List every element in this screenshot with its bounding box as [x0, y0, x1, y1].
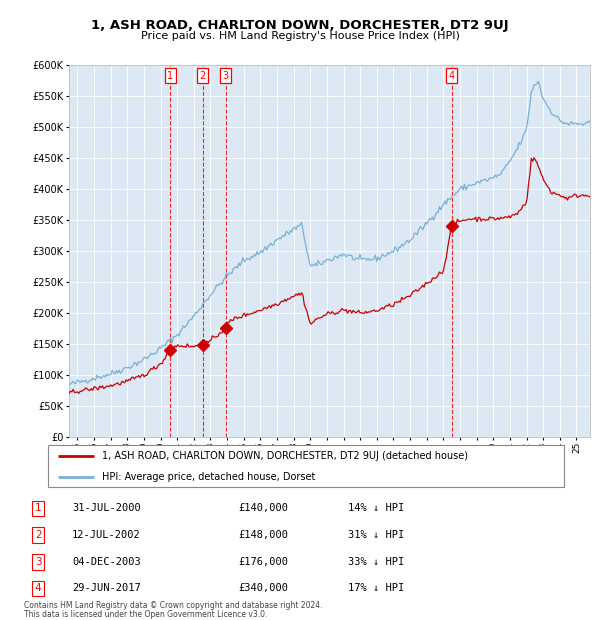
- Text: This data is licensed under the Open Government Licence v3.0.: This data is licensed under the Open Gov…: [24, 610, 268, 619]
- Text: 1: 1: [35, 503, 41, 513]
- Text: £340,000: £340,000: [238, 583, 289, 593]
- Text: HPI: Average price, detached house, Dorset: HPI: Average price, detached house, Dors…: [102, 472, 316, 482]
- Text: 1: 1: [167, 71, 173, 81]
- Text: £176,000: £176,000: [238, 557, 289, 567]
- Text: £140,000: £140,000: [238, 503, 289, 513]
- Text: 33% ↓ HPI: 33% ↓ HPI: [348, 557, 404, 567]
- Text: 29-JUN-2017: 29-JUN-2017: [72, 583, 140, 593]
- Text: 4: 4: [35, 583, 41, 593]
- Text: 1, ASH ROAD, CHARLTON DOWN, DORCHESTER, DT2 9UJ: 1, ASH ROAD, CHARLTON DOWN, DORCHESTER, …: [91, 19, 509, 32]
- Text: Contains HM Land Registry data © Crown copyright and database right 2024.: Contains HM Land Registry data © Crown c…: [24, 601, 323, 611]
- Text: 2: 2: [199, 71, 206, 81]
- Text: 1, ASH ROAD, CHARLTON DOWN, DORCHESTER, DT2 9UJ (detached house): 1, ASH ROAD, CHARLTON DOWN, DORCHESTER, …: [102, 451, 468, 461]
- Text: 12-JUL-2002: 12-JUL-2002: [72, 530, 140, 540]
- Text: 31% ↓ HPI: 31% ↓ HPI: [348, 530, 404, 540]
- Text: 2: 2: [35, 530, 41, 540]
- Text: Price paid vs. HM Land Registry's House Price Index (HPI): Price paid vs. HM Land Registry's House …: [140, 31, 460, 41]
- Text: 04-DEC-2003: 04-DEC-2003: [72, 557, 140, 567]
- Text: 31-JUL-2000: 31-JUL-2000: [72, 503, 140, 513]
- Text: 17% ↓ HPI: 17% ↓ HPI: [348, 583, 404, 593]
- Text: 3: 3: [223, 71, 229, 81]
- Text: 14% ↓ HPI: 14% ↓ HPI: [348, 503, 404, 513]
- Text: £148,000: £148,000: [238, 530, 289, 540]
- Text: 4: 4: [448, 71, 455, 81]
- Text: 3: 3: [35, 557, 41, 567]
